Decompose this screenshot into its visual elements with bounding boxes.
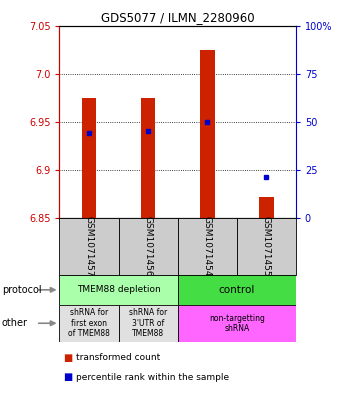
Text: non-targetting
shRNA: non-targetting shRNA (209, 314, 265, 333)
Text: ■: ■ (63, 353, 72, 363)
Bar (59, 218, 119, 275)
Text: GSM1071457: GSM1071457 (85, 216, 94, 277)
Text: GSM1071456: GSM1071456 (143, 216, 153, 277)
Bar (82, 98, 97, 218)
Text: protocol: protocol (2, 285, 41, 295)
Text: GSM1071455: GSM1071455 (262, 216, 271, 277)
Text: GSM1071454: GSM1071454 (203, 217, 212, 277)
Bar (141, 98, 155, 218)
Text: shRNA for
first exon
of TMEM88: shRNA for first exon of TMEM88 (68, 309, 110, 338)
Bar (59, 275, 177, 305)
Text: TMEM88 depletion: TMEM88 depletion (77, 285, 160, 294)
Text: other: other (2, 318, 28, 328)
Text: shRNA for
3'UTR of
TMEM88: shRNA for 3'UTR of TMEM88 (129, 309, 167, 338)
Bar (177, 275, 296, 305)
Bar (200, 50, 215, 218)
Bar (237, 218, 296, 275)
Title: GDS5077 / ILMN_2280960: GDS5077 / ILMN_2280960 (101, 11, 254, 24)
Text: ■: ■ (63, 372, 72, 382)
Bar (177, 218, 237, 275)
Text: control: control (219, 285, 255, 295)
Bar (59, 305, 119, 342)
Bar (177, 305, 296, 342)
Text: percentile rank within the sample: percentile rank within the sample (76, 373, 230, 382)
Bar (119, 218, 177, 275)
Text: transformed count: transformed count (76, 353, 161, 362)
Bar (119, 305, 177, 342)
Bar (259, 197, 274, 218)
